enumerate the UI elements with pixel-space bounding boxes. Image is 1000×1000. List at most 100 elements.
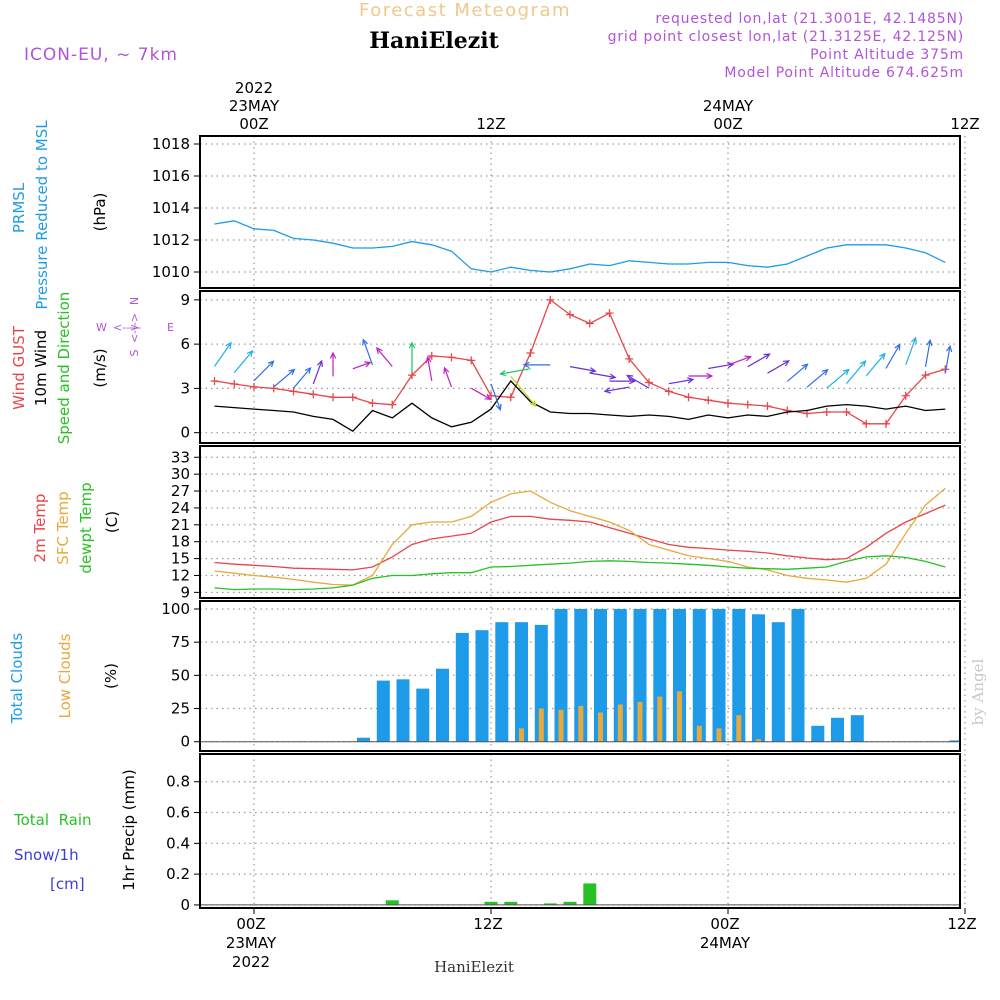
wind-arrow-head	[894, 343, 901, 351]
bar-total-clouds	[831, 717, 844, 742]
wind-arrow-head	[316, 359, 323, 367]
y-tick-label: 21	[171, 516, 190, 534]
y-tick-label: 1018	[152, 135, 190, 153]
wind-arrow	[293, 367, 311, 389]
wind-arrow	[767, 360, 790, 374]
y-tick-label: 1016	[152, 167, 190, 185]
gust-marker	[743, 400, 752, 409]
wind-arrow	[626, 374, 650, 389]
y-tick-label: 0	[180, 733, 190, 751]
pressure-label: Pressure Reduced to MSL	[33, 120, 51, 310]
wind-arrow	[885, 344, 901, 369]
bar-total-clouds	[633, 609, 647, 742]
panel-3-labels: 2m Temp SFC Temp dewpt Temp (C)	[31, 482, 121, 573]
y-tick-label: 1014	[152, 199, 190, 217]
footer-location: HaniElezit	[434, 958, 514, 976]
gust-marker	[289, 387, 298, 396]
wind-arrow	[362, 339, 374, 366]
grid-point-lonlat: grid point closest lon,lat (21.3125E, 42…	[608, 29, 964, 45]
top-time-label: 00Z	[713, 115, 742, 133]
bar-total-clouds	[554, 609, 568, 742]
wind-arrow-head	[499, 370, 507, 377]
panel-4: 0 25 50 75 100	[161, 600, 966, 752]
bar-low-clouds	[657, 696, 663, 742]
bar-total-clouds	[515, 622, 528, 742]
snow-unit: [cm]	[50, 875, 85, 893]
dewpt-label: dewpt Temp	[77, 482, 95, 573]
wind-arrow-head	[910, 336, 917, 344]
precip-label: 1hr Precip (mm)	[120, 769, 138, 890]
wind-arrow	[786, 363, 808, 382]
plot-panels: 1010101210141016101803699121518212427303…	[152, 135, 966, 914]
wind-arrow-head	[727, 361, 735, 369]
gust-marker	[250, 382, 258, 391]
series-line-sfc-temp	[214, 487, 946, 586]
bar-total-clouds	[574, 609, 588, 742]
top-time-label: 12Z	[476, 115, 505, 133]
gust-marker	[901, 391, 910, 400]
compass-n: N	[128, 297, 141, 305]
top-date-label: 23MAY	[229, 97, 280, 115]
wind-arrow	[490, 383, 501, 411]
bar-total-rain	[583, 883, 597, 905]
clouds-unit: (%)	[102, 663, 120, 689]
wind-arrow-head	[408, 341, 416, 349]
bar-total-clouds	[396, 679, 410, 742]
bar-total-clouds	[791, 609, 805, 742]
bar-total-clouds	[416, 688, 430, 742]
gust-marker	[605, 309, 614, 318]
gust-marker	[704, 396, 713, 405]
bar-total-clouds	[673, 609, 686, 742]
gust-marker	[329, 393, 337, 402]
bar-low-clouds	[736, 715, 742, 742]
wind-arrow-head	[304, 366, 312, 374]
bottom-time-label: 12Z	[947, 915, 976, 933]
bar-total-clouds	[594, 609, 607, 742]
wind-arrow	[944, 346, 951, 374]
wind-arrow-head	[926, 338, 933, 347]
wind-arrow-head	[267, 360, 275, 368]
wind-arrow-head	[589, 367, 597, 374]
wind-arrow-head	[687, 377, 695, 384]
wind-arrow	[905, 337, 917, 366]
bar-total-clouds	[732, 609, 746, 742]
gust-marker	[664, 387, 673, 396]
temp-2m-label: 2m Temp	[31, 494, 49, 563]
bar-total-clouds	[475, 630, 489, 742]
chart-title: Forecast Meteogram	[359, 0, 571, 21]
wind-arrow-head	[522, 361, 530, 369]
bar-low-clouds	[538, 708, 544, 742]
gust-marker	[645, 378, 653, 387]
bar-total-clouds	[455, 632, 469, 742]
top-year: 2022	[235, 79, 273, 97]
wind-arrow	[510, 375, 537, 407]
gust-marker	[842, 408, 851, 417]
bar-total-clouds	[712, 609, 726, 742]
wind-arrow-head	[225, 341, 232, 349]
y-tick-label: 24	[171, 499, 190, 517]
gust-marker	[269, 384, 278, 393]
bottom-time-label: 00Z	[236, 915, 265, 933]
bar-low-clouds	[558, 709, 564, 742]
wind-unit: (m/s)	[91, 348, 109, 387]
compass-e: E	[167, 321, 174, 334]
gust-marker	[783, 406, 792, 415]
wind-arrow-head	[425, 355, 432, 364]
top-time-label: 00Z	[239, 115, 268, 133]
bar-total-clouds	[495, 622, 509, 742]
series-line-10m-wind	[214, 379, 946, 433]
y-tick-label: 0	[180, 424, 190, 442]
wind-arrow-head	[375, 347, 383, 355]
y-tick-label: 75	[171, 633, 190, 651]
prmsl-label: PRMSL	[10, 182, 28, 233]
wind-arrow	[727, 356, 751, 366]
panel-2-labels: Wind GUST 10m Wind Speed and Direction (…	[10, 292, 174, 445]
gust-marker	[348, 393, 357, 402]
top-time-axis: 00Z23MAY12Z00Z24MAY12Z00Z25MAY12Z	[229, 97, 980, 133]
y-tick-label: 0.6	[166, 804, 190, 822]
compass-rose: W E <--> N <-|-> S	[96, 297, 174, 357]
wind-arrow-head	[362, 338, 369, 346]
gust-marker	[506, 393, 515, 402]
gust-marker	[763, 402, 772, 411]
